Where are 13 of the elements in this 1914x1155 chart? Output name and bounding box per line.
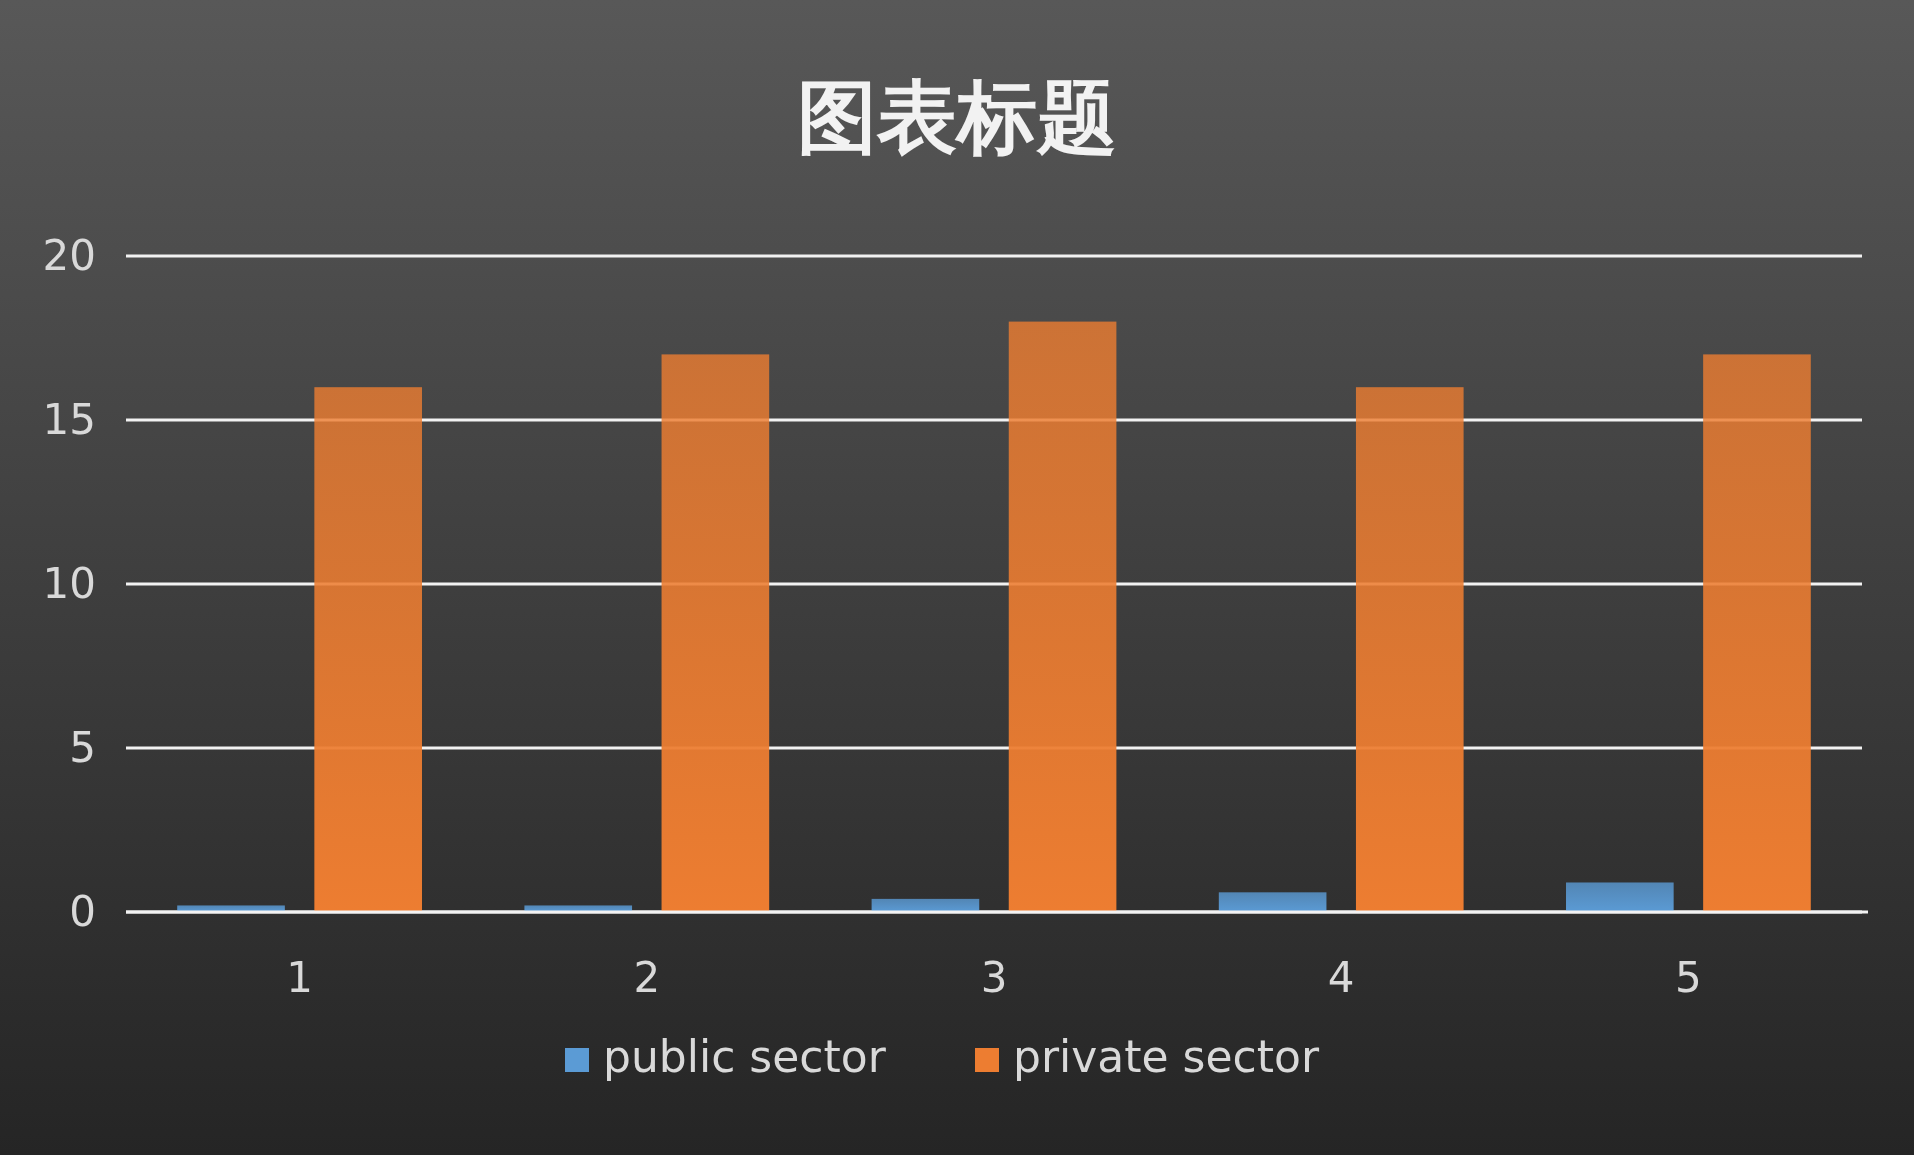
y-tick-label: 15: [42, 395, 96, 444]
y-tick-label: 10: [42, 559, 96, 608]
x-tick-label: 1: [286, 953, 313, 1002]
title: 图表标题: [797, 71, 1117, 164]
x-tick-label: 2: [633, 953, 661, 1002]
x-tick-label: 3: [980, 953, 1008, 1002]
x-tick-label: 5: [1675, 953, 1702, 1002]
legend-label: private sector: [1013, 1031, 1320, 1082]
y-tick-label: 0: [69, 887, 96, 936]
x-tick-label: 4: [1327, 953, 1355, 1002]
y-tick-label: 5: [69, 723, 96, 772]
y-tick-label: 20: [42, 231, 96, 280]
legend-label: public sector: [603, 1031, 887, 1082]
